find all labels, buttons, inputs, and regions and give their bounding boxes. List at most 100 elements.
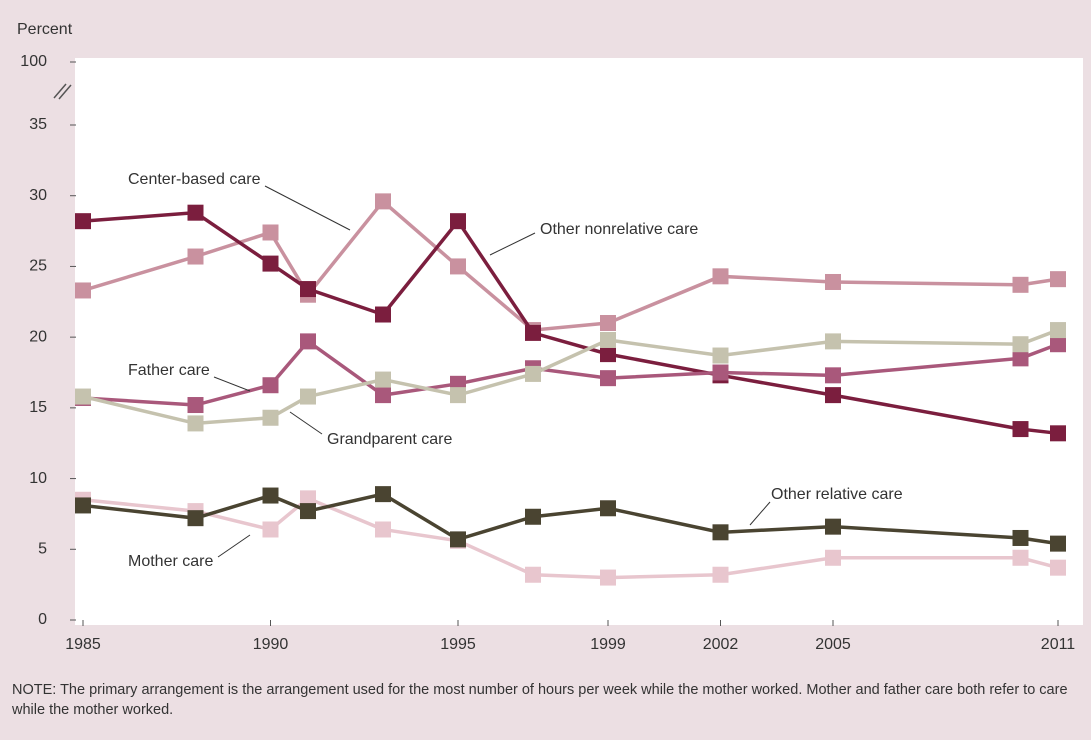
point (600, 331, 616, 348)
point (187, 204, 204, 221)
point (375, 486, 391, 503)
chart: Percent 0 5 10 15 20 25 30 35 100 1985 1990 1995 199… (17, 21, 1083, 653)
note: NOTE: The primary arrangement is the arr… (12, 682, 1068, 718)
point (75, 497, 91, 514)
point (75, 282, 91, 299)
point (825, 333, 841, 350)
point (600, 370, 616, 387)
y-axis-label: Percent (17, 21, 73, 38)
point (450, 213, 466, 230)
point (1012, 549, 1029, 566)
point (262, 487, 279, 504)
series-line (82, 492, 1059, 546)
point (75, 388, 91, 405)
point (450, 258, 466, 275)
point (187, 510, 204, 527)
point (300, 281, 316, 298)
series-line (82, 328, 1059, 426)
y-tick-label: 5 (38, 541, 47, 558)
point (375, 387, 391, 404)
point (300, 388, 316, 405)
axis-break (53, 83, 67, 99)
axis-break (58, 84, 72, 100)
series-line (82, 210, 1059, 436)
x-tick-label: 1995 (440, 636, 476, 653)
point (600, 315, 616, 331)
series-line (82, 339, 1059, 407)
point (600, 346, 616, 363)
y-tick-label: 30 (29, 187, 47, 204)
point (1012, 350, 1029, 367)
point (712, 268, 729, 285)
leader-line (489, 232, 536, 256)
series-label: Center-based care (128, 171, 261, 188)
leader-line (213, 376, 251, 392)
point (75, 213, 91, 230)
point (1050, 322, 1066, 339)
point (450, 387, 466, 404)
point (375, 521, 391, 538)
point (525, 566, 541, 583)
point (825, 367, 841, 384)
point (300, 503, 316, 520)
point (825, 387, 841, 404)
point (262, 377, 279, 394)
y-tick-label: 35 (29, 116, 47, 133)
point (1050, 559, 1066, 576)
point (1050, 425, 1066, 442)
point (187, 397, 204, 414)
point (600, 500, 616, 517)
point (1012, 336, 1029, 353)
point (1012, 529, 1029, 546)
y-tick-label: 25 (29, 258, 47, 275)
series-line (82, 198, 1059, 332)
point (187, 415, 204, 432)
series-label: Father care (128, 362, 210, 379)
point (525, 324, 541, 341)
series-label: Grandparent care (327, 431, 453, 448)
point (262, 409, 279, 426)
x-tick-label: 2011 (1041, 636, 1076, 653)
x-tick-label: 1990 (253, 636, 289, 653)
series-label: Mother care (128, 553, 213, 570)
point (825, 549, 841, 566)
point (712, 566, 729, 583)
y-tick-label: 100 (20, 53, 47, 70)
leader-line (217, 534, 251, 558)
point (1012, 276, 1029, 293)
leader-line (264, 185, 351, 231)
series-label: Other nonrelative care (540, 221, 698, 238)
leader-line (749, 501, 771, 526)
point (600, 569, 616, 586)
point (1012, 421, 1029, 438)
point (1050, 271, 1066, 288)
point (375, 193, 391, 210)
x-tick-label: 2005 (815, 636, 851, 653)
y-tick-label: 20 (29, 328, 47, 345)
x-tick-label: 1985 (65, 636, 101, 653)
x-tick-label: 2002 (703, 636, 739, 653)
y-tick-label: 15 (29, 399, 47, 416)
point (712, 364, 729, 381)
point (825, 518, 841, 535)
point (1050, 336, 1066, 353)
point (187, 248, 204, 265)
point (1050, 535, 1066, 552)
point (525, 508, 541, 525)
point (262, 224, 279, 241)
point (262, 521, 279, 538)
point (450, 531, 466, 548)
y-tick-label: 10 (29, 470, 47, 487)
point (712, 347, 729, 364)
series-label: Other relative care (771, 486, 903, 503)
series-line (82, 496, 1059, 580)
leader-line (289, 411, 323, 435)
y-tick-label: 0 (38, 611, 47, 628)
point (375, 371, 391, 388)
point (375, 306, 391, 323)
point (300, 490, 316, 507)
point (262, 255, 279, 272)
point (300, 333, 316, 350)
point (525, 365, 541, 382)
